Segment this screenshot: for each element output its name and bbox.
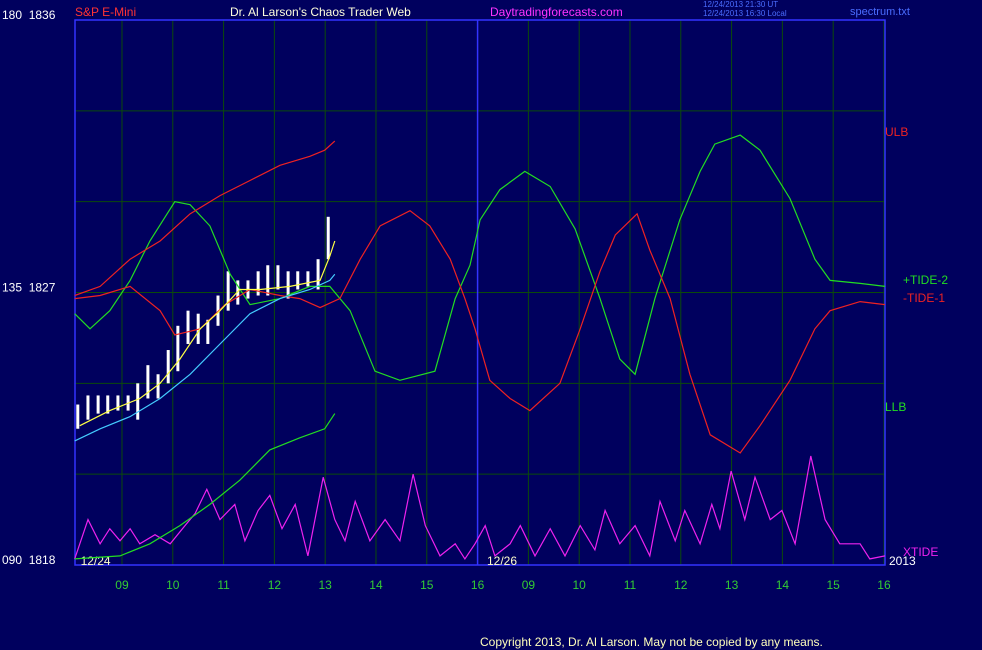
chart-title: Dr. Al Larson's Chaos Trader Web — [230, 5, 411, 19]
x-tick-label: 11 — [624, 578, 637, 592]
x-tick-label: 14 — [369, 578, 383, 592]
series-line — [74, 140, 336, 297]
y-tick-label: 090 1818 — [2, 553, 56, 567]
x-tick-label: 12 — [674, 578, 688, 592]
copyright: Copyright 2013, Dr. Al Larson. May not b… — [480, 635, 823, 649]
x-tick-label: 16 — [877, 578, 891, 592]
series-label: LLB — [885, 400, 906, 414]
x-tick-label: 10 — [573, 578, 587, 592]
website: Daytradingforecasts.com — [490, 5, 623, 19]
series-line — [74, 455, 886, 560]
plot-frame — [74, 19, 886, 566]
x-tick-label: 09 — [522, 578, 536, 592]
series-line — [79, 240, 336, 427]
timestamp: 12/24/2013 21:30 UT — [703, 0, 778, 9]
y-tick-label: 180 1836 — [2, 8, 56, 22]
series-label: +TIDE-2 — [903, 273, 948, 287]
series-line — [74, 209, 886, 454]
x-tick-label: 11 — [217, 578, 230, 592]
date-label: 12/26 — [487, 554, 517, 568]
x-tick-label: 10 — [166, 578, 180, 592]
series-label: ULB — [885, 125, 908, 139]
source-file: spectrum.txt — [850, 6, 910, 18]
x-tick-label: 14 — [776, 578, 790, 592]
date-label: 2013 — [889, 554, 916, 568]
x-tick-label: 09 — [115, 578, 129, 592]
series-line — [74, 273, 336, 442]
timestamp: 12/24/2013 16:30 Local — [703, 9, 787, 18]
series-label: -TIDE-1 — [903, 291, 945, 305]
series-line — [74, 134, 886, 381]
x-tick-label: 13 — [725, 578, 739, 592]
y-tick-label: 135 1827 — [2, 281, 56, 295]
x-tick-label: 15 — [420, 578, 434, 592]
x-tick-label: 16 — [471, 578, 485, 592]
instrument: S&P E-Mini — [75, 5, 136, 19]
x-tick-label: 12 — [268, 578, 282, 592]
series-label: XTIDE — [903, 545, 938, 559]
series-line — [74, 413, 336, 560]
x-tick-label: 15 — [827, 578, 841, 592]
x-tick-label: 13 — [319, 578, 333, 592]
